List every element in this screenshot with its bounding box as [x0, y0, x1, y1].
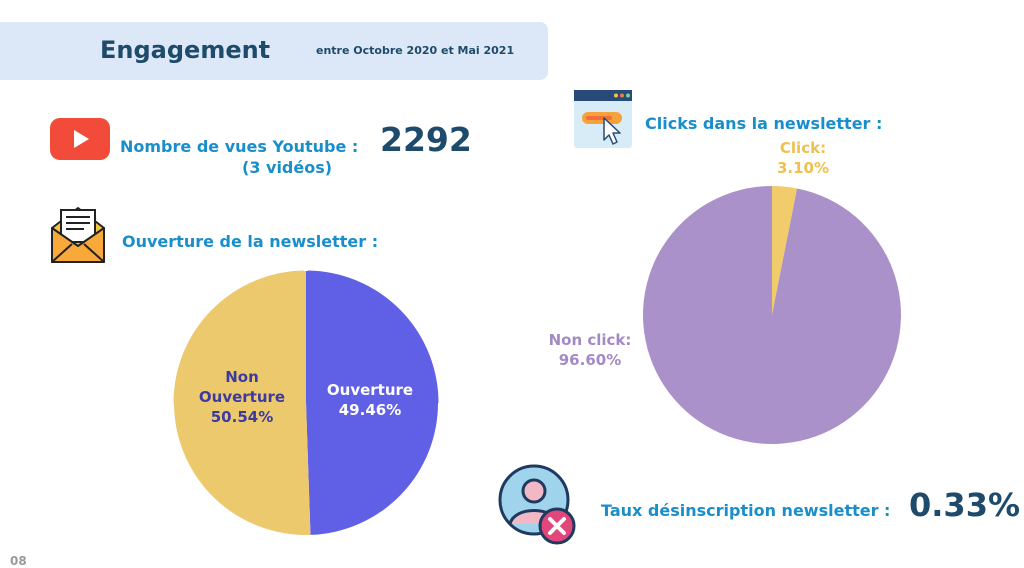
- newsletter-open-pie-chart: Ouverture 49.46% Non Ouverture 50.54%: [173, 270, 439, 535]
- slice-label-2-line-2: Ouverture: [199, 388, 285, 406]
- slice-value-1: 3.10%: [777, 159, 829, 177]
- youtube-views-value: 2292: [380, 120, 472, 159]
- unsubscribe-rate-value: 0.33%: [909, 486, 1021, 524]
- newsletter-clicks-label: Clicks dans la newsletter :: [645, 114, 883, 133]
- youtube-views-label: Nombre de vues Youtube :: [120, 137, 359, 156]
- slice-label-1-line-1: Click:: [780, 139, 826, 157]
- newsletter-clicks-pie-chart: Click: 3.10% Non click: 96.60%: [549, 139, 901, 444]
- envelope-letter-icon: [51, 207, 105, 263]
- pie-slice-ouverture: [306, 271, 439, 535]
- date-range: entre Octobre 2020 et Mai 2021: [316, 44, 515, 57]
- slice-label-1-line-1: Ouverture: [327, 381, 413, 399]
- unsubscribe-rate-label: Taux désinscription newsletter :: [601, 501, 891, 520]
- pie-outline-arc-left: [173, 270, 305, 404]
- newsletter-open-label: Ouverture de la newsletter :: [122, 232, 379, 251]
- page-number: 08: [10, 554, 27, 568]
- slice-label-2-line-1: Non click:: [549, 331, 632, 349]
- user-remove-icon: [498, 464, 576, 545]
- slice-value-2: 50.54%: [211, 408, 273, 426]
- slice-value-1: 49.46%: [339, 401, 401, 419]
- page-title: Engagement: [100, 36, 271, 64]
- slice-label-2-line-1: Non: [225, 368, 259, 386]
- youtube-videos-count: (3 vidéos): [242, 158, 333, 177]
- pie-outline-arc-right: [307, 270, 439, 404]
- browser-click-icon: [574, 90, 632, 148]
- pie-slice-non-click: [643, 186, 901, 444]
- pie-slice-non-ouverture: [174, 271, 311, 535]
- slice-value-2: 96.60%: [559, 351, 621, 369]
- header-banner: [0, 22, 548, 80]
- youtube-play-icon: [50, 118, 110, 160]
- pie-slice-click: [772, 186, 798, 315]
